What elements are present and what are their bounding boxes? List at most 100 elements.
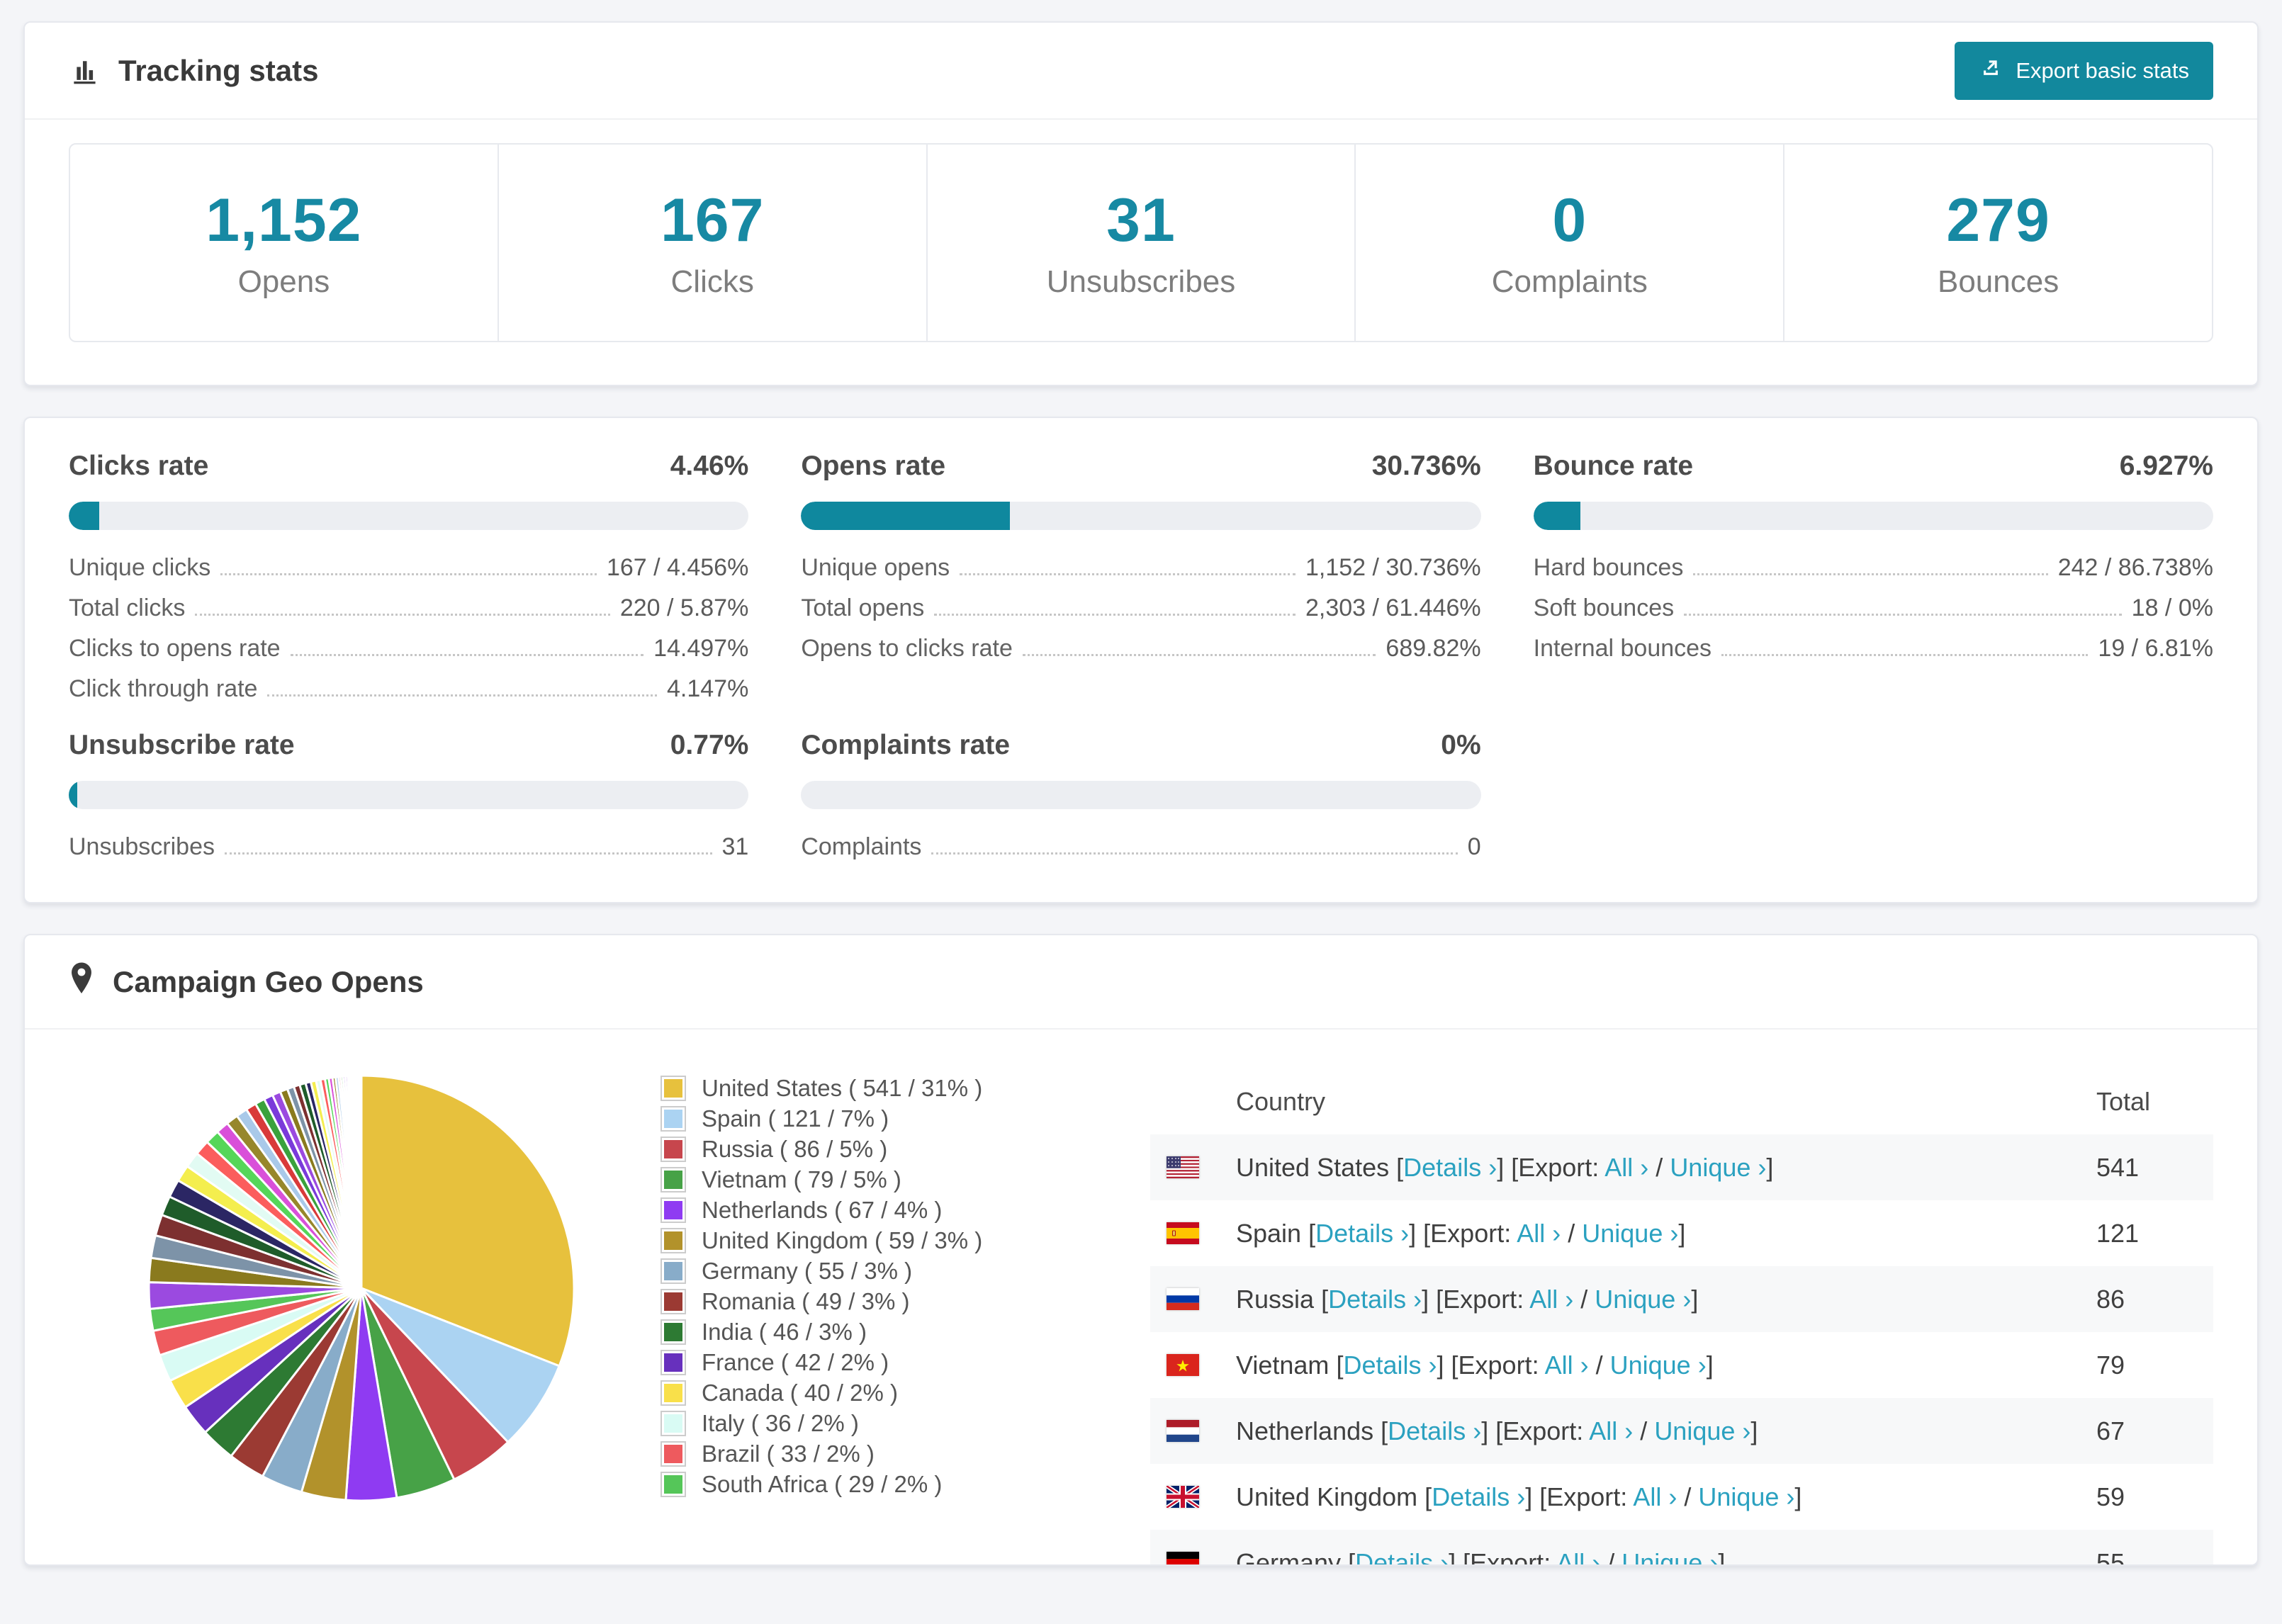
dotted-leader [1721,654,2089,656]
details-link[interactable]: Details › [1328,1284,1422,1314]
clicks-rate-value: 4.46% [670,451,749,481]
export-all-link[interactable]: All › [1556,1547,1601,1566]
dotted-leader [224,852,712,855]
legend-item: South Africa ( 29 / 2% ) [661,1469,982,1499]
export-unique-link[interactable]: Unique › [1582,1218,1679,1248]
legend-item: Italy ( 36 / 2% ) [661,1408,982,1438]
de-flag-icon [1167,1552,1199,1564]
es-flag-icon [1167,1222,1199,1244]
stat-clicks: 167 Clicks [497,145,926,341]
geo-table-row-de: Germany [Details ›] [Export: All › / Uni… [1150,1530,2213,1566]
geo-row-main: United States [Details ›] [Export: All ›… [1236,1152,1774,1182]
legend-item: France ( 42 / 2% ) [661,1347,982,1377]
legend-item: Canada ( 40 / 2% ) [661,1377,982,1408]
clicks-rate-row: Clicks to opens rate 14.497% [69,635,749,662]
complaints-rate-section: Complaints rate 0% Complaints 0 [801,730,1481,874]
export-basic-stats-button[interactable]: Export basic stats [1955,41,2213,100]
dotted-leader [934,614,1295,616]
clicks-rate-progress-fill [69,502,99,530]
opens-rate-row: Unique opens 1,152 / 30.736% [801,554,1481,581]
geo-table-row-vn: Vietnam [Details ›] [Export: All › / Uni… [1150,1332,2213,1398]
unsubscribe-rate-title: Unsubscribe rate [69,730,295,760]
details-link[interactable]: Details › [1388,1416,1482,1445]
unsubscribe-rate-section: Unsubscribe rate 0.77% Unsubscribes 31 [69,730,749,874]
export-unique-link[interactable]: Unique › [1621,1547,1719,1566]
tracking-stats-title: Tracking stats [69,54,318,88]
legend-swatch [661,1105,686,1132]
legend-swatch [661,1380,686,1406]
geo-table-header-row: Country Total [1150,1068,2213,1134]
clicks-rate-head: Clicks rate 4.46% [69,451,748,482]
clicks-rate-row: Click through rate 4.147% [69,675,749,702]
export-unique-link[interactable]: Unique › [1595,1284,1692,1314]
bounce-rate-head: Bounce rate 6.927% [1534,451,2213,482]
unsubscribe-rate-row: Unsubscribes 31 [69,833,749,860]
geo-row-total: 541 [2096,1152,2140,1182]
geo-opens-table: Country Total United States [Details ›] … [1150,1068,2213,1566]
export-all-link[interactable]: All › [1604,1152,1649,1182]
export-unique-link[interactable]: Unique › [1698,1482,1795,1511]
geo-table-body: United States [Details ›] [Export: All ›… [1150,1134,2213,1566]
details-link[interactable]: Details › [1432,1482,1526,1511]
dotted-leader [267,694,657,697]
campaign-geo-opens-card: Campaign Geo Opens United States ( 541 /… [23,934,2259,1566]
legend-swatch [661,1319,686,1345]
legend-item: India ( 46 / 3% ) [661,1316,982,1347]
export-all-link[interactable]: All › [1544,1350,1589,1380]
geo-table-row-nl: Netherlands [Details ›] [Export: All › /… [1150,1398,2213,1464]
stat-value: 1,152 [206,186,362,254]
total-column-header: Total [2096,1086,2151,1116]
export-unique-link[interactable]: Unique › [1654,1416,1751,1445]
geo-opens-legend: United States ( 541 / 31% ) Spain ( 121 /… [661,1073,982,1499]
legend-item: Spain ( 121 / 7% ) [661,1103,982,1134]
export-all-link[interactable]: All › [1633,1482,1677,1511]
clicks-rate-title: Clicks rate [69,451,209,481]
details-link[interactable]: Details › [1315,1218,1410,1248]
stat-label: Complaints [1491,264,1648,299]
dotted-leader [1022,654,1376,656]
complaints-rate-progress-track [801,781,1481,809]
bounce-rate-row: Soft bounces 18 / 0% [1533,594,2213,621]
details-link[interactable]: Details › [1355,1547,1449,1566]
stat-value: 167 [660,186,765,254]
ru-flag-icon [1167,1288,1199,1310]
page-title: Tracking stats [118,53,319,87]
clicks-rate-row: Unique clicks 167 / 4.456% [69,554,749,581]
geo-opens-header: Campaign Geo Opens [25,935,2257,1030]
clicks-rate-section: Clicks rate 4.46% Unique clicks 167 / 4.456… [69,451,749,716]
legend-swatch [661,1410,686,1436]
export-all-link[interactable]: All › [1517,1218,1561,1248]
stat-label: Bounces [1937,264,2059,299]
export-icon [1979,56,2003,86]
geo-opens-pie-chart [142,1068,581,1511]
complaints-rate-title: Complaints rate [801,730,1011,760]
dotted-leader [290,654,644,656]
opens-rate-title: Opens rate [801,451,946,481]
pie-slice-united-states [360,1074,575,1368]
nl-flag-icon [1167,1420,1199,1442]
dotted-leader [960,573,1295,575]
dotted-leader [220,573,597,575]
tracking-stats-card: Tracking stats Export basic stats 1,152 O… [23,21,2259,386]
legend-item: Netherlands ( 67 / 4% ) [661,1195,982,1225]
details-link[interactable]: Details › [1343,1350,1437,1380]
opens-rate-progress-fill [801,502,1011,530]
geo-opens-title: Campaign Geo Opens [113,964,424,998]
legend-swatch [661,1471,686,1497]
dotted-leader [1684,614,2122,616]
export-all-link[interactable]: All › [1529,1284,1574,1314]
export-unique-link[interactable]: Unique › [1670,1152,1767,1182]
export-unique-link[interactable]: Unique › [1609,1350,1707,1380]
geo-row-main: Germany [Details ›] [Export: All › / Uni… [1236,1547,2096,1566]
geo-row-total: 55 [2096,1547,2125,1566]
geo-table-row-us: United States [Details ›] [Export: All ›… [1150,1134,2213,1200]
geo-row-total: 121 [2096,1218,2140,1248]
geo-row-total: 59 [2096,1482,2125,1511]
legend-swatch [661,1136,686,1162]
stat-label: Clicks [670,264,754,299]
bounce-rate-progress-fill [1533,502,1581,530]
details-link[interactable]: Details › [1403,1152,1497,1182]
export-all-link[interactable]: All › [1589,1416,1634,1445]
geo-table-row-gb: United Kingdom [Details ›] [Export: All … [1150,1464,2213,1530]
geo-row-total: 86 [2096,1284,2125,1314]
